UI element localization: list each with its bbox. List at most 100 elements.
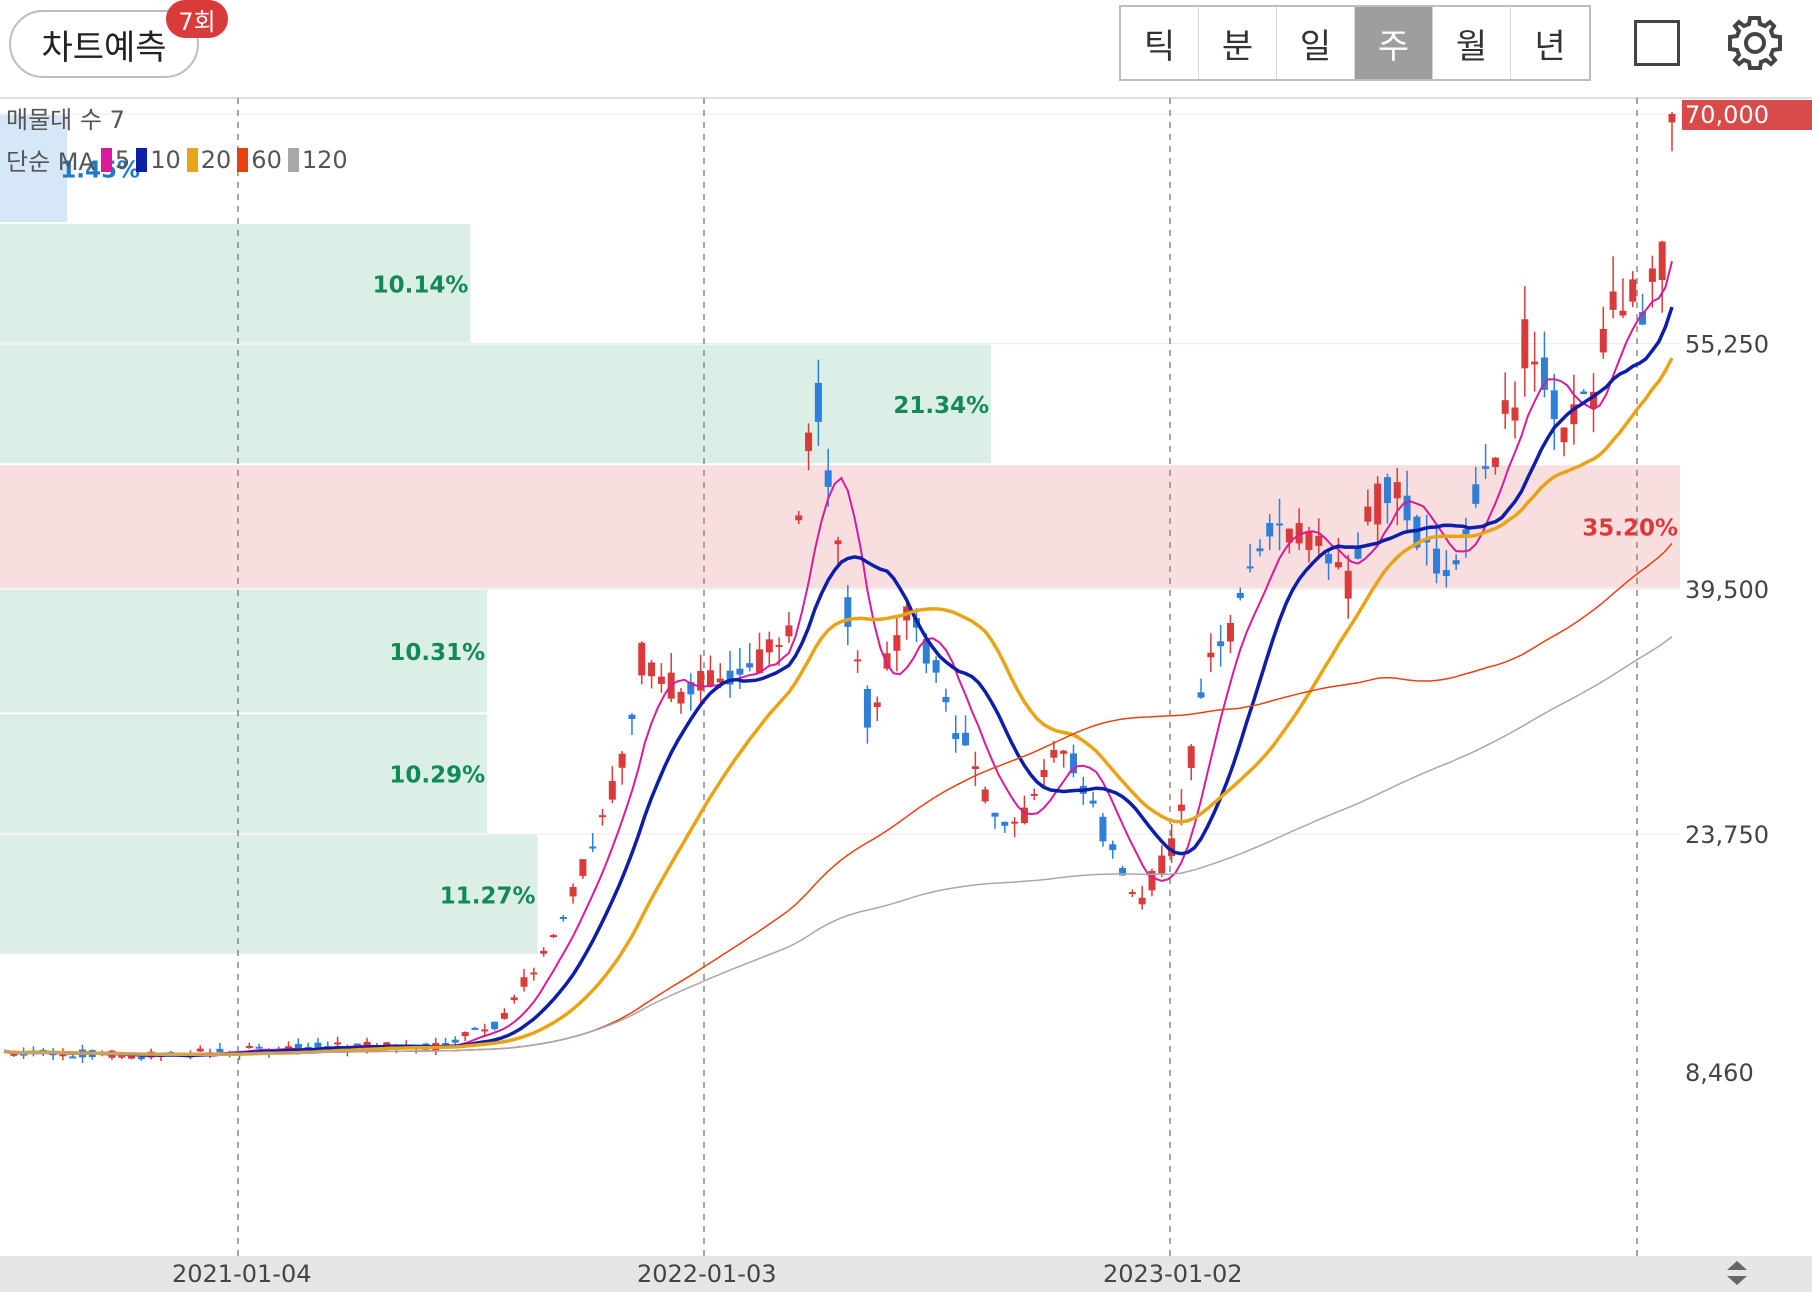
candle-body — [589, 846, 597, 849]
candle-body — [1236, 592, 1244, 599]
period-year[interactable]: 년 — [1534, 26, 1566, 67]
candle-body — [1256, 548, 1264, 552]
price-axis-label: 23,750 — [1685, 821, 1769, 849]
candle-body — [569, 886, 577, 897]
candle-body — [726, 670, 734, 685]
candle-body — [706, 670, 714, 686]
candle-body — [932, 660, 940, 673]
candle-body — [1354, 547, 1362, 559]
period-month[interactable]: 월 — [1433, 7, 1511, 79]
candle-body — [510, 997, 518, 1001]
candle-body — [1266, 523, 1274, 537]
candle-body — [334, 1042, 342, 1045]
period-tick[interactable]: 틱 — [1121, 7, 1199, 79]
candle-body — [795, 515, 803, 521]
volume-profile-bar — [0, 714, 488, 833]
candle-body — [687, 681, 695, 695]
ma60-period: 60 — [251, 145, 282, 174]
candle-body — [1168, 838, 1176, 857]
candle-body — [1128, 892, 1136, 895]
candle-body — [540, 950, 548, 954]
ma120-swatch — [287, 147, 299, 172]
time-axis-label: 2021-01-04 — [172, 1260, 312, 1288]
candle-body — [1540, 357, 1548, 390]
candle-body — [1158, 855, 1166, 874]
candle-body — [805, 432, 813, 452]
resize-handle-icon[interactable] — [1722, 1258, 1752, 1288]
candle-body — [10, 1053, 18, 1056]
candle-body — [814, 382, 822, 422]
candle-body — [599, 815, 607, 818]
candle-body — [1482, 466, 1490, 469]
time-axis-bar[interactable] — [0, 1256, 1812, 1292]
candle-body — [608, 781, 616, 800]
volume-profile-bar — [0, 589, 488, 713]
candle-body — [549, 935, 557, 938]
candle-body — [1325, 553, 1333, 564]
candle-body — [1462, 529, 1470, 535]
candle-body — [1040, 769, 1048, 777]
candle-body — [1020, 807, 1028, 824]
ma10-period: 10 — [150, 145, 181, 174]
ma120-period: 120 — [301, 145, 348, 174]
candle-body — [1334, 562, 1342, 568]
candle-body — [1177, 804, 1185, 811]
candle-body — [1226, 622, 1234, 642]
candle-body — [285, 1046, 293, 1049]
candle-body — [844, 597, 852, 627]
candle-body — [942, 696, 950, 703]
candle-body — [1276, 523, 1284, 526]
candle-body — [461, 1032, 469, 1037]
candle-body — [746, 663, 754, 668]
time-axis-label: 2022-01-03 — [637, 1260, 777, 1288]
volume-profile-bar — [0, 344, 992, 464]
current-price-label: 70,000 — [1685, 101, 1769, 129]
candle-body — [1217, 641, 1225, 647]
candle-body — [363, 1041, 371, 1048]
volume-profile-bar — [0, 223, 471, 343]
candle-body — [1069, 753, 1077, 774]
candle-body — [1364, 506, 1372, 522]
period-day[interactable]: 일 — [1277, 7, 1355, 79]
candle-body — [638, 642, 646, 676]
moving-average-line-10 — [3, 306, 1674, 1058]
candle-body — [1491, 457, 1499, 468]
ma5-swatch — [100, 147, 112, 172]
candle-body — [245, 1046, 253, 1049]
candle-body — [1433, 548, 1441, 574]
candle-body — [1423, 539, 1431, 543]
candle-body — [1001, 821, 1009, 826]
candle-body — [1511, 407, 1519, 421]
ma20-period: 20 — [200, 145, 232, 174]
candle-body — [383, 1042, 391, 1046]
candle-body — [1609, 291, 1617, 310]
ma60-swatch — [237, 147, 249, 172]
candle-body — [520, 977, 528, 987]
candlestick-chart[interactable]: 1.45% 10.14% 21.34% 35.20% 10.31% 10.29% 11.27… — [0, 98, 1812, 1256]
candle-body — [1119, 867, 1127, 876]
period-week[interactable]: 주 — [1355, 7, 1433, 79]
candle-body — [1050, 749, 1058, 758]
period-selector: 틱 분 일 주 월 년 — [1119, 5, 1591, 81]
candle-body — [854, 659, 862, 662]
candle-body — [1285, 528, 1293, 543]
candle-body — [1011, 821, 1019, 824]
candle-body — [304, 1046, 312, 1049]
candle-body — [1060, 750, 1068, 754]
period-minute[interactable]: 분 — [1199, 7, 1277, 79]
candle-body — [765, 639, 773, 653]
candle-body — [1246, 566, 1254, 569]
candle-body — [628, 714, 636, 719]
candle-body — [1315, 535, 1323, 546]
fullscreen-square-icon[interactable] — [1634, 20, 1680, 66]
candle-body — [834, 540, 842, 545]
candle-body — [1374, 483, 1382, 525]
candle-body — [1295, 523, 1303, 544]
candle-body — [451, 1039, 459, 1043]
ma5-period: 5 — [114, 145, 131, 174]
candle-body — [677, 691, 685, 704]
ma20-swatch — [186, 147, 198, 172]
candle-body — [1619, 310, 1627, 316]
candle-body — [1138, 897, 1146, 905]
settings-gear-icon[interactable] — [1726, 14, 1784, 72]
